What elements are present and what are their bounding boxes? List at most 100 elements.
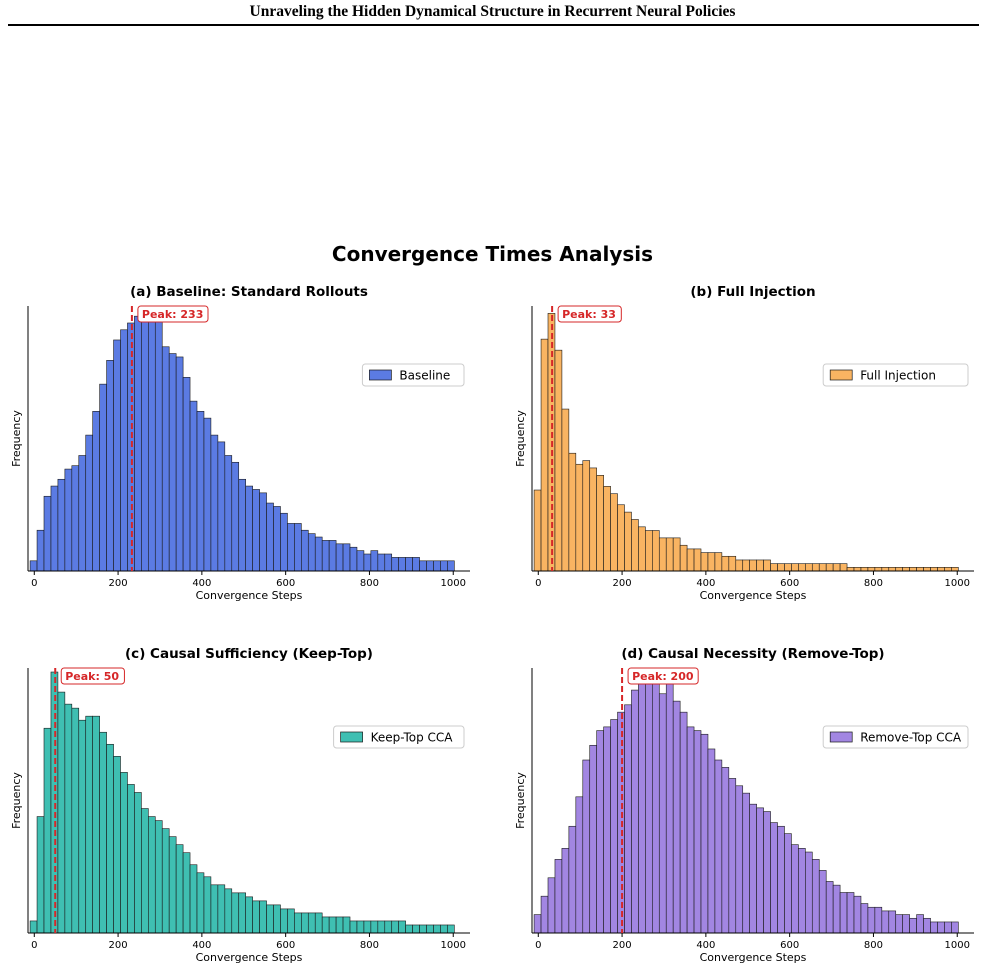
histogram-bar: [777, 563, 785, 572]
histogram-bar: [363, 553, 372, 572]
histogram-bar: [377, 920, 386, 934]
legend: Full Injection: [822, 363, 969, 387]
histogram-bar: [749, 803, 757, 934]
histogram-bar: [818, 563, 827, 572]
histogram-bar: [839, 563, 848, 572]
histogram-bar: [120, 772, 128, 934]
histogram-bar: [301, 529, 309, 572]
legend-label: Remove-Top CCA: [860, 731, 962, 745]
x-tick-label: 0: [535, 940, 541, 951]
histogram-bar: [798, 848, 806, 934]
histogram-bar: [405, 924, 413, 934]
panel-title: (a) Baseline: Standard Rollouts: [130, 284, 368, 300]
histogram-bar: [742, 792, 750, 934]
peak-label: Peak: 50: [65, 670, 119, 683]
histogram-bar: [763, 811, 771, 934]
histogram-bar: [50, 485, 59, 572]
histogram-bar: [721, 767, 730, 934]
histogram-bar: [384, 920, 393, 934]
histogram-bar: [645, 678, 653, 934]
histogram-bar: [770, 822, 778, 934]
histogram-bar: [440, 924, 448, 934]
histogram-bar: [447, 560, 455, 572]
histogram-bar: [412, 557, 420, 572]
histogram-bar: [700, 733, 709, 934]
histogram-bar: [770, 563, 778, 572]
histogram-bar: [356, 920, 365, 934]
x-tick-label: 1000: [945, 578, 970, 589]
histogram-bar: [113, 756, 121, 934]
histogram-bar: [363, 920, 372, 934]
histogram-bar: [335, 916, 344, 934]
histogram-bar: [259, 492, 267, 572]
x-tick-label: 1000: [441, 578, 466, 589]
histogram-bar: [161, 828, 170, 934]
histogram-bar: [818, 870, 827, 934]
histogram-bar: [57, 691, 66, 934]
peak-label: Peak: 233: [142, 308, 203, 321]
histogram-bar: [141, 309, 149, 572]
histogram-bar: [36, 529, 45, 572]
histogram-bar: [846, 567, 855, 572]
histogram-bar: [287, 908, 295, 934]
histogram-bar: [99, 383, 107, 572]
x-tick-label: 1000: [945, 940, 970, 951]
histogram-bar: [189, 864, 198, 934]
histogram-bar: [426, 924, 434, 934]
histogram-bar: [238, 892, 246, 934]
histogram-bar: [888, 567, 897, 572]
figure-title: Convergence Times Analysis: [331, 242, 654, 266]
histogram-bar: [895, 914, 903, 934]
histogram-bar: [370, 920, 379, 934]
x-tick-label: 200: [109, 940, 128, 951]
histogram-bar: [433, 924, 441, 934]
histogram-bar: [860, 567, 869, 572]
histogram-bar: [426, 560, 434, 572]
panel-keep-top: (c) Causal Sufficiency (Keep-Top) 0 200 400…: [10, 646, 470, 964]
histogram-bar: [944, 921, 952, 934]
histogram-bar: [106, 743, 114, 934]
x-tick-label: 600: [780, 940, 799, 951]
histogram-bar: [874, 567, 883, 572]
histogram-bar: [280, 512, 288, 572]
histogram-bar: [127, 784, 135, 934]
histogram-bar: [902, 567, 910, 572]
bars: [29, 309, 455, 572]
legend: Remove-Top CCA: [822, 725, 969, 749]
histogram-bar: [287, 523, 295, 572]
legend-swatch: [340, 731, 363, 743]
histogram-bar: [916, 567, 924, 572]
legend-frame: [333, 725, 465, 749]
x-tick-label: 400: [696, 578, 715, 589]
histogram-bar: [672, 537, 681, 572]
histogram-bar: [189, 400, 198, 572]
histogram-bar: [791, 844, 799, 934]
histogram-bar: [196, 411, 205, 572]
histogram-bar: [811, 563, 820, 572]
histogram-bar: [728, 555, 737, 572]
histogram-bar: [64, 703, 73, 934]
histogram-bar: [631, 689, 639, 934]
histogram-bar: [71, 707, 80, 934]
histogram-bar: [867, 906, 876, 934]
x-axis-label: Convergence Steps: [700, 951, 807, 964]
histogram-bar: [106, 360, 114, 572]
histogram-bar: [679, 544, 688, 572]
histogram-bar: [575, 463, 584, 572]
histogram-bar: [433, 560, 441, 572]
histogram-bar: [335, 543, 344, 572]
x-tick-label: 400: [192, 578, 211, 589]
histogram-bar: [314, 536, 323, 572]
histogram-bar: [440, 560, 448, 572]
running-header: Unraveling the Hidden Dynamical Structur…: [249, 3, 736, 20]
histogram-bar: [652, 671, 660, 934]
histogram-bar: [154, 820, 163, 934]
histogram-bar: [238, 478, 246, 572]
histogram-bar: [419, 924, 427, 934]
histogram-bar: [447, 924, 455, 934]
histogram-bar: [603, 486, 611, 572]
histogram-bar: [686, 726, 695, 934]
histogram-bar: [923, 567, 931, 572]
histogram-bar: [853, 567, 862, 572]
histogram-bar: [370, 550, 379, 572]
